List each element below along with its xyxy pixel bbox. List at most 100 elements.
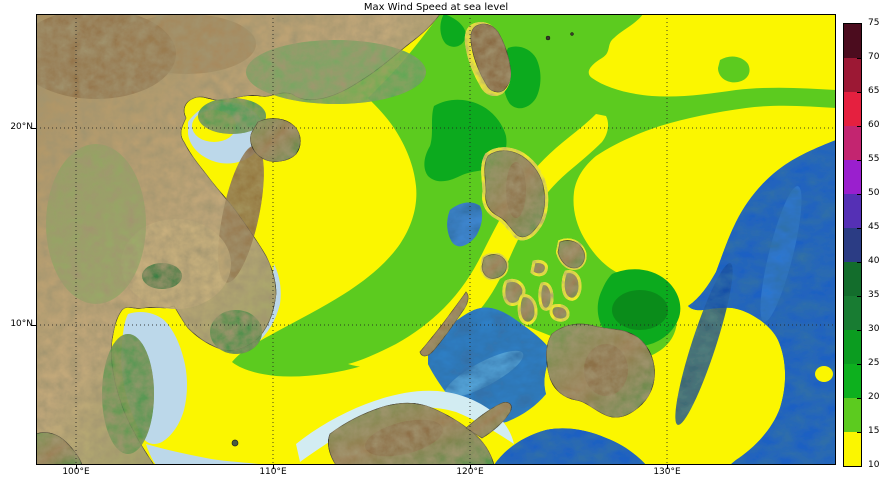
darkgreen-core-east-visayas <box>612 290 668 330</box>
island-sumatra-tip <box>35 432 83 466</box>
darkgreen-patch-north <box>440 14 466 47</box>
graticule <box>36 14 836 465</box>
terrain-north-vietnam-delta <box>198 98 266 134</box>
colorbar-segment-45-50 <box>844 194 861 228</box>
island-hainan <box>250 118 301 162</box>
x-tick-label-130e: 130°E <box>653 467 681 477</box>
darkgreen-patch-se-taiwan <box>503 46 541 109</box>
colorbar-segment-50-55 <box>844 160 861 194</box>
y-tick-mark <box>32 128 36 129</box>
island-cebu <box>538 282 554 311</box>
terrain-borneo-ridge <box>364 419 444 457</box>
island-negros <box>517 294 538 325</box>
colorbar-tickmark <box>857 160 861 161</box>
colorbar-tickmark <box>857 398 861 399</box>
scs-deep-patch-west-luzon <box>447 202 483 247</box>
terrain-tonle-sap <box>142 263 182 289</box>
trench-shadow <box>675 263 733 425</box>
colorbar-tick-label-10: 10 <box>868 460 880 470</box>
island-bohol <box>549 304 570 322</box>
colorbar-tickmark <box>857 92 861 93</box>
colorbar-tick-label-30: 30 <box>868 324 880 334</box>
colorbar-tick-label-25: 25 <box>868 358 880 368</box>
terrain-south-china-hills <box>116 14 256 74</box>
colorbar-segment-70-75 <box>844 24 861 58</box>
island-masbate <box>530 260 548 277</box>
colorbar-segment-65-70 <box>844 58 861 92</box>
wind-yellow-blob-sulu <box>418 379 438 393</box>
colorbar-segment-20-25 <box>844 364 861 398</box>
terrain-mekong-delta <box>210 310 262 354</box>
plot-title: Max Wind Speed at sea level <box>363 2 509 13</box>
wind-yellow-islet-east <box>815 366 833 382</box>
y-tick-mark <box>32 325 36 326</box>
colorbar-tickmark <box>857 58 861 59</box>
colorbar-tick-label-70: 70 <box>868 52 880 62</box>
colorbar-segment-30-35 <box>844 296 861 330</box>
colorbar-tick-label-45: 45 <box>868 222 880 232</box>
colorbar-tick-label-35: 35 <box>868 290 880 300</box>
island-mindoro-land <box>481 254 507 279</box>
terrain-mindanao-ridge <box>584 344 628 396</box>
colorbar-tickmark <box>857 330 861 331</box>
x-tick-mark <box>76 465 77 469</box>
borneo-shallow <box>296 390 514 462</box>
java-sea-shallow <box>146 444 266 465</box>
colorbar-tickmark <box>857 194 861 195</box>
colorbar-segments <box>844 24 861 466</box>
terrain-malay-peninsula <box>102 334 154 454</box>
island-borneo-ne-spur <box>465 402 512 439</box>
celebes-sea <box>494 428 646 465</box>
island-taiwan <box>470 23 512 93</box>
wind-speed-map <box>16 9 836 466</box>
colorbar-tick-label-65: 65 <box>868 86 880 96</box>
colorbar-segment-35-40 <box>844 262 861 296</box>
terrain-se-china-green-coast <box>246 40 426 104</box>
colorbar-tick-label-20: 20 <box>868 392 880 402</box>
colorbar-segment-55-60 <box>844 126 861 160</box>
colorbar-tickmark <box>857 364 861 365</box>
colorbar-tickmark <box>857 228 861 229</box>
x-tick-mark <box>667 465 668 469</box>
axes-frame <box>36 14 836 465</box>
y-tick-label-10n: 10°N <box>10 319 33 329</box>
colorbar-tick-label-60: 60 <box>868 120 880 130</box>
colorbar-tick-label-15: 15 <box>868 426 880 436</box>
y-tick-label-20n: 20°N <box>10 122 33 132</box>
colorbar-tickmark <box>857 126 861 127</box>
terrain-cambodia-plain <box>121 219 231 309</box>
colorbar-tickmark <box>857 296 861 297</box>
sulu-cyan-streak <box>444 350 524 398</box>
island-leyte <box>561 270 582 301</box>
terrain-luzon-ridge <box>506 162 526 218</box>
x-tick-mark <box>470 465 471 469</box>
x-tick-mark <box>273 465 274 469</box>
map-plot-area <box>16 9 836 466</box>
colorbar <box>843 23 862 467</box>
island-samar-land <box>557 240 585 269</box>
ridge-light <box>760 186 802 322</box>
colorbar-segment-40-45 <box>844 228 861 262</box>
colorbar-tick-label-75: 75 <box>868 18 880 28</box>
colorbar-tickmark <box>857 432 861 433</box>
x-tick-label-120e: 120°E <box>456 467 484 477</box>
terrain-annamite-range <box>218 145 264 283</box>
terrain-thailand-green <box>46 144 146 304</box>
colorbar-segment-25-30 <box>844 330 861 364</box>
islands-visayas <box>479 238 587 325</box>
islet-con-dao <box>231 439 239 447</box>
island-palawan <box>419 291 469 357</box>
islet-batanes-1 <box>545 35 551 41</box>
colorbar-segment-10-15 <box>844 432 861 466</box>
x-tick-label-110e: 110°E <box>259 467 287 477</box>
wind-overlay-green-blob-ne <box>718 56 750 83</box>
islet-batanes-2 <box>570 32 574 36</box>
colorbar-tick-label-40: 40 <box>868 256 880 266</box>
colorbar-segment-60-65 <box>844 92 861 126</box>
colorbar-tick-label-50: 50 <box>868 188 880 198</box>
colorbar-ticklabels: 75 70 65 60 55 50 45 40 35 30 25 20 15 10 <box>868 18 887 470</box>
colorbar-segment-15-20 <box>844 398 861 432</box>
x-tick-label-100e: 100°E <box>62 467 90 477</box>
colorbar-tickmark <box>857 262 861 263</box>
